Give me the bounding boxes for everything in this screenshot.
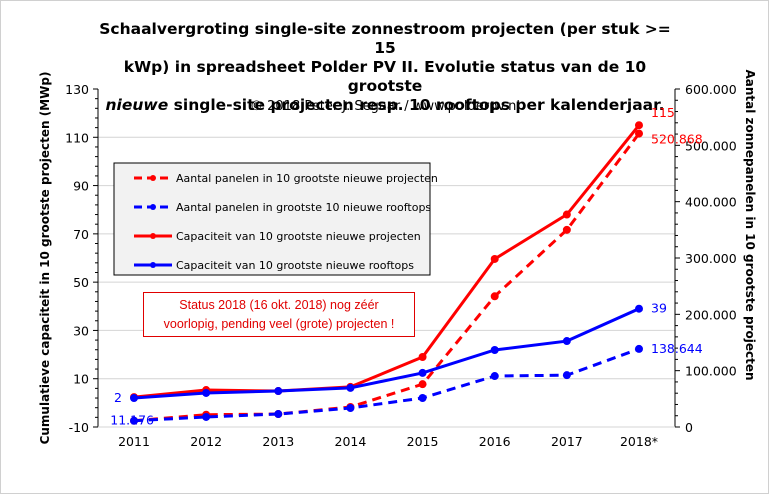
data-point xyxy=(490,292,499,301)
status-note-line-2: voorlopig, pending veel (grote) projecte… xyxy=(163,317,395,331)
data-point xyxy=(490,345,499,354)
title-line-3-text: single-site projecten resp. 10 rooftops … xyxy=(173,96,665,114)
data-point xyxy=(130,416,138,425)
data-label: 39 xyxy=(651,301,667,316)
right-tick-label: 100.000 xyxy=(685,364,737,379)
series-group xyxy=(130,121,643,425)
right-tick-label: 300.000 xyxy=(685,251,737,266)
left-tick-label: -10 xyxy=(69,420,89,435)
legend-marker xyxy=(150,233,156,239)
data-point xyxy=(635,304,643,313)
data-point xyxy=(562,337,571,346)
series-2 xyxy=(130,344,643,425)
x-axis-ticks: 2011 2012 2013 2014 2015 2016 2017 2018* xyxy=(118,434,658,449)
x-tick-label: 2014 xyxy=(335,434,367,449)
data-point xyxy=(490,372,499,381)
legend-box xyxy=(113,162,431,276)
series-line xyxy=(133,347,640,423)
left-tick-label: 50 xyxy=(73,275,89,290)
data-point xyxy=(418,352,427,361)
left-tick-label: 10 xyxy=(73,372,89,387)
chart-title: Schaalvergroting single-site zonnestroom… xyxy=(90,20,680,115)
data-label: 138.644 xyxy=(651,341,703,356)
data-point xyxy=(274,387,283,396)
series-line xyxy=(133,132,641,423)
x-tick-label: 2015 xyxy=(407,434,439,449)
data-point xyxy=(562,225,571,234)
data-point xyxy=(418,380,427,389)
data-label: 11.176 xyxy=(110,413,154,428)
data-point xyxy=(202,388,211,397)
data-point xyxy=(635,121,643,130)
legend-label: Aantal panelen in grootste 10 nieuwe roo… xyxy=(176,201,431,214)
status-note-line-1: Status 2018 (16 okt. 2018) nog zéér xyxy=(179,298,379,312)
data-label: 115 xyxy=(651,105,675,120)
left-tick-label: 30 xyxy=(73,323,89,338)
right-tick-label: 0 xyxy=(685,420,693,435)
right-axis-ticks: 0 100.000 200.000 300.000 400.000 500.000 600.… xyxy=(675,82,737,435)
data-labels: 520.868 11.176 138.644 115 2 39 xyxy=(110,105,702,427)
left-tick-label: 130 xyxy=(65,82,89,97)
data-label: 2 xyxy=(114,390,122,405)
legend-marker xyxy=(150,175,156,181)
y-axis-label: Cumulatieve capaciteit in 10 grootste pr… xyxy=(38,72,52,445)
title-line-3: nieuwe single-site projecten resp. 10 ro… xyxy=(90,96,680,115)
data-point xyxy=(562,371,571,380)
x-tick-label: 2011 xyxy=(118,434,150,449)
data-point xyxy=(202,412,211,421)
legend-marker xyxy=(150,204,156,210)
data-label: 520.868 xyxy=(651,132,703,147)
copyright-text: © 2018 Peter J. Segaar / www.polderpv.nl xyxy=(250,99,520,114)
x-tick-label: 2012 xyxy=(190,434,222,449)
left-axis-ticks: -10 10 30 50 70 90 110 130 xyxy=(65,82,98,435)
status-note: Status 2018 (16 okt. 2018) nog zéér voor… xyxy=(143,292,415,337)
left-tick-label: 110 xyxy=(65,130,89,145)
right-tick-label: 500.000 xyxy=(685,138,737,153)
left-tick-label: 90 xyxy=(73,179,89,194)
title-line-1: Schaalvergroting single-site zonnestroom… xyxy=(99,20,671,57)
data-point xyxy=(490,254,499,263)
data-point xyxy=(635,129,643,138)
series-line xyxy=(133,124,641,399)
data-point xyxy=(562,210,571,219)
right-tick-label: 600.000 xyxy=(685,82,737,97)
right-tick-label: 200.000 xyxy=(685,307,737,322)
legend: Aantal panelen in 10 grootste nieuwe pro… xyxy=(113,162,438,276)
x-tick-label: 2013 xyxy=(262,434,294,449)
data-point xyxy=(346,383,355,392)
legend-label: Capaciteit van 10 grootste nieuwe projec… xyxy=(176,230,421,243)
right-tick-label: 400.000 xyxy=(685,195,737,210)
x-tick-label: 2017 xyxy=(551,434,583,449)
x-tick-label: 2018* xyxy=(620,434,658,449)
left-tick-label: 70 xyxy=(73,227,89,242)
legend-label: Capaciteit van 10 grootste nieuwe roofto… xyxy=(176,259,414,272)
legend-marker xyxy=(150,262,156,268)
data-point xyxy=(418,393,427,402)
title-italic-word: nieuwe xyxy=(105,96,169,114)
legend-label: Aantal panelen in 10 grootste nieuwe pro… xyxy=(176,172,438,185)
data-point xyxy=(346,404,355,413)
data-point xyxy=(635,344,643,353)
data-point xyxy=(274,410,283,419)
title-line-2: kWp) in spreadsheet Polder PV II. Evolut… xyxy=(123,58,647,95)
data-point xyxy=(130,394,138,403)
series-4 xyxy=(130,304,643,403)
x-tick-label: 2016 xyxy=(479,434,511,449)
y2-axis-label: Aantal zonnepanelen in 10 grootste proje… xyxy=(743,69,757,380)
series-line xyxy=(133,307,640,400)
data-point xyxy=(418,368,427,377)
